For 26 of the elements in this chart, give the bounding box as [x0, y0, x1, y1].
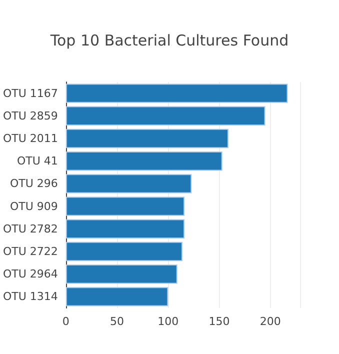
y-tick-label: OTU 41	[16, 154, 58, 168]
bar	[66, 106, 266, 126]
chart-title: Top 10 Bacterial Cultures Found	[49, 32, 289, 50]
y-tick-label: OTU 296	[10, 177, 58, 190]
y-tick-label: OTU 2964	[3, 268, 58, 281]
x-tick-label: 50	[110, 315, 124, 328]
x-tick-label: 200	[260, 315, 281, 328]
y-tick-label: OTU 909	[10, 200, 58, 213]
y-tick-label: OTU 1167	[3, 86, 58, 100]
x-tick-label: 100	[158, 315, 179, 328]
x-tick-label: 0	[62, 315, 70, 328]
bar	[66, 151, 222, 171]
bar	[66, 264, 178, 284]
bar	[66, 242, 182, 262]
y-tick-label: OTU 2722	[3, 245, 58, 258]
bar	[66, 128, 228, 148]
y-tick-label: OTU 2782	[3, 222, 58, 236]
bar	[66, 196, 184, 216]
y-tick-label: OTU 1314	[3, 290, 58, 304]
y-tick-label: OTU 2859	[3, 109, 58, 122]
bar	[66, 84, 288, 103]
bar	[66, 174, 192, 194]
bar	[66, 287, 168, 306]
y-tick-label: OTU 2011	[3, 132, 58, 145]
x-tick-label: 150	[208, 315, 230, 328]
bar	[66, 219, 184, 239]
